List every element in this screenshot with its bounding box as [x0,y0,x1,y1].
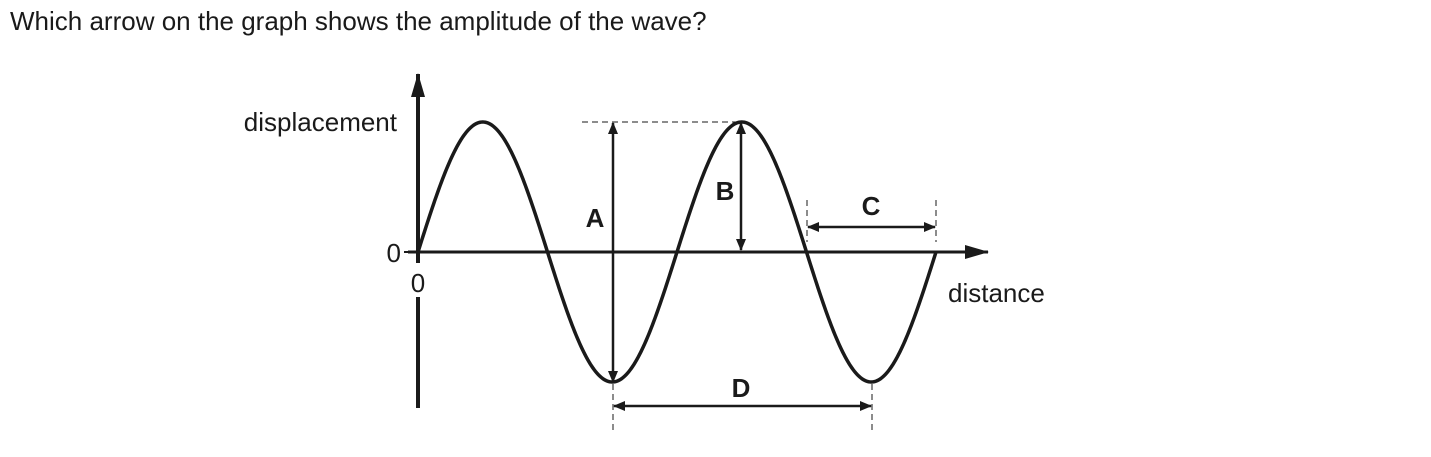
wave-curve [416,120,938,384]
arrow-d-label: D [732,373,751,403]
y-origin-label: 0 [387,238,401,268]
arrow-b-label: B [716,176,735,206]
question-text: Which arrow on the graph shows the ampli… [10,6,707,36]
guide-lines [582,121,937,434]
arrow-a-label: A [586,203,605,233]
x-origin-label: 0 [411,268,425,298]
arrow-c-label: C [862,191,881,221]
y-axis-label: displacement [244,107,398,137]
x-axis-label: distance [948,278,1045,308]
